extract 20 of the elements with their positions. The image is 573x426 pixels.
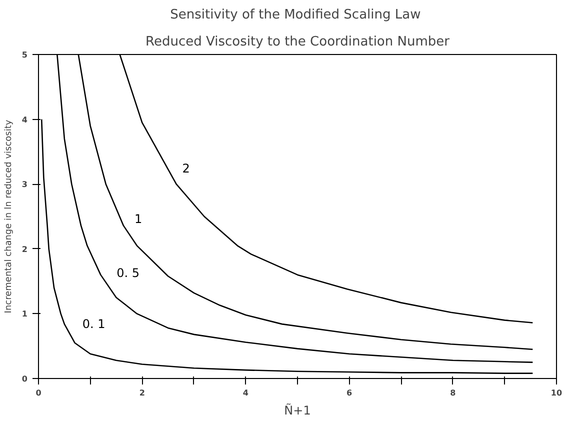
x-axis-title: Ñ+1 bbox=[284, 402, 311, 418]
y-axis-title: Incremental change in ln reduced viscosity bbox=[4, 119, 14, 314]
y-tick-label: 3 bbox=[22, 180, 28, 190]
chart-title: Sensitivity of the Modified Scaling Law bbox=[170, 8, 422, 22]
series-label: 0. 1 bbox=[82, 317, 106, 332]
x-tick-label: 0 bbox=[36, 388, 42, 398]
x-tick-label: 2 bbox=[139, 388, 145, 398]
series-label: 0. 5 bbox=[116, 266, 140, 280]
series-label: 1 bbox=[134, 212, 142, 226]
x-tick-label: 4 bbox=[242, 388, 249, 398]
y-tick-label: 1 bbox=[22, 310, 28, 319]
x-tick-label: 8 bbox=[450, 388, 456, 398]
x-tick-label: 10 bbox=[550, 388, 562, 398]
y-tick-label: 4 bbox=[22, 115, 28, 124]
x-tick-label: 6 bbox=[346, 388, 353, 398]
y-tick-label: 5 bbox=[22, 50, 28, 60]
y-tick-label: 2 bbox=[22, 244, 28, 254]
series-label: 2 bbox=[182, 162, 190, 176]
y-tick-label: 0 bbox=[22, 374, 28, 384]
chart-subtitle: Reduced Viscosity to the Coordination Number bbox=[146, 34, 450, 50]
